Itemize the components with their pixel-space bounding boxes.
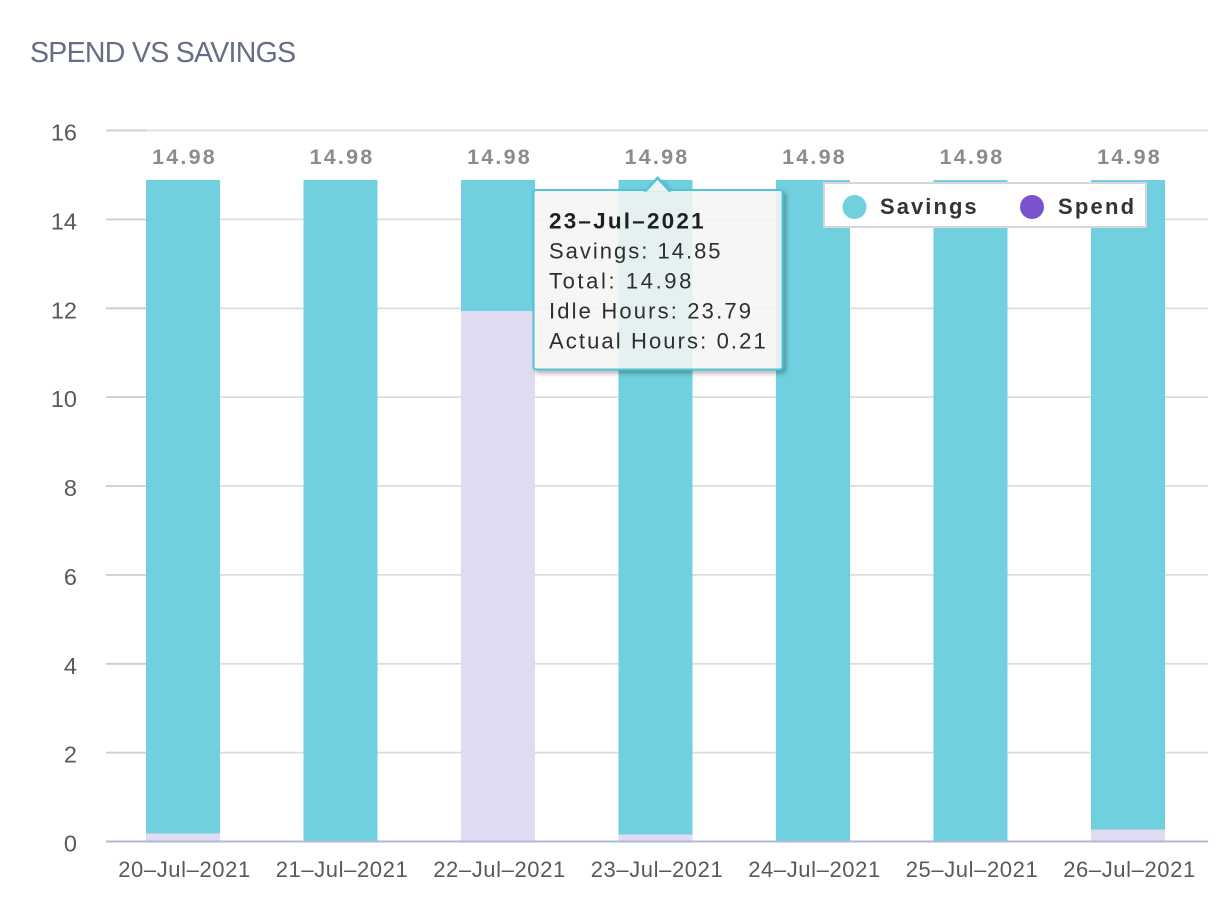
svg-text:Idle Hours: 23.79: Idle Hours: 23.79 — [549, 299, 753, 324]
svg-text:14.98: 14.98 — [1097, 145, 1162, 169]
svg-text:6: 6 — [64, 564, 77, 590]
svg-text:Actual Hours: 0.21: Actual Hours: 0.21 — [549, 329, 768, 354]
svg-text:10: 10 — [51, 386, 77, 412]
svg-text:SPEND VS SAVINGS: SPEND VS SAVINGS — [30, 37, 295, 69]
svg-text:Savings: Savings — [880, 194, 979, 219]
svg-text:14.98: 14.98 — [152, 145, 217, 169]
svg-text:Total: 14.98: Total: 14.98 — [549, 269, 694, 294]
svg-text:0: 0 — [64, 831, 77, 857]
svg-text:2: 2 — [64, 742, 77, 768]
svg-text:8: 8 — [64, 475, 77, 501]
svg-text:Savings: 14.85: Savings: 14.85 — [549, 239, 723, 264]
svg-text:23–Jul–2021: 23–Jul–2021 — [591, 857, 724, 882]
svg-text:16: 16 — [51, 120, 77, 146]
svg-text:22–Jul–2021: 22–Jul–2021 — [433, 857, 566, 882]
svg-text:23–Jul–2021: 23–Jul–2021 — [549, 209, 706, 234]
svg-text:25–Jul–2021: 25–Jul–2021 — [906, 857, 1039, 882]
svg-text:20–Jul–2021: 20–Jul–2021 — [118, 857, 251, 882]
svg-text:14.98: 14.98 — [782, 145, 847, 169]
svg-text:Spend: Spend — [1058, 194, 1136, 219]
svg-text:14.98: 14.98 — [467, 145, 532, 169]
svg-text:21–Jul–2021: 21–Jul–2021 — [276, 857, 409, 882]
svg-text:14.98: 14.98 — [625, 145, 690, 169]
svg-text:14.98: 14.98 — [310, 145, 375, 169]
svg-text:14: 14 — [51, 208, 77, 234]
svg-text:14.98: 14.98 — [940, 145, 1005, 169]
svg-text:12: 12 — [51, 297, 77, 323]
svg-text:24–Jul–2021: 24–Jul–2021 — [748, 857, 881, 882]
svg-text:26–Jul–2021: 26–Jul–2021 — [1063, 857, 1196, 882]
svg-text:4: 4 — [64, 653, 77, 679]
